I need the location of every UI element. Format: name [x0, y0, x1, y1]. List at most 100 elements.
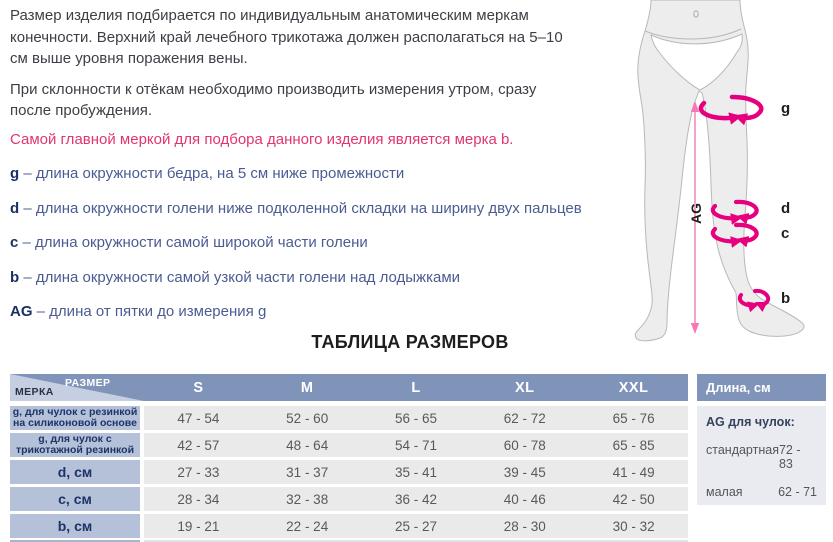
- measurement-item-d: d – длина окружности голени ниже подколе…: [10, 198, 635, 219]
- ag-figure-label: AG: [688, 203, 704, 224]
- length-row-label: стандартная: [706, 443, 779, 457]
- measurement-item-b: b – длина окружности самой узкой части г…: [10, 267, 635, 288]
- value-cell: 56 - 65: [394, 410, 437, 426]
- corner-size-label: РАЗМЕР: [65, 377, 111, 389]
- table-row-b: b, см 19 - 21 22 - 24 25 - 27 28 - 30 30…: [10, 514, 688, 538]
- length-row-label: малая: [706, 485, 743, 499]
- value-cell: 65 - 85: [612, 437, 655, 453]
- d-measure-band-icon: [710, 199, 759, 225]
- column-header-l: L: [411, 379, 421, 396]
- measurement-item-g: g – длина окружности бедра, на 5 см ниже…: [10, 163, 635, 184]
- d-figure-label: d: [781, 200, 790, 217]
- body-silhouette: [634, 0, 805, 342]
- value-cell: 62 - 72: [503, 410, 546, 426]
- column-header-xxl: XXL: [618, 379, 649, 396]
- length-row-value: 62 - 71: [778, 485, 817, 499]
- value-cell: 52 - 60: [286, 410, 329, 426]
- length-row-value: 72 - 83: [778, 443, 801, 471]
- value-cell: 39 - 45: [503, 464, 546, 480]
- value-cell: 35 - 41: [394, 464, 437, 480]
- measurement-text: – длина окружности бедра, на 5 см ниже п…: [23, 165, 405, 182]
- size-table-title: ТАБЛИЦА РАЗМЕРОВ: [311, 332, 509, 352]
- value-cell: 31 - 37: [286, 464, 329, 480]
- measurement-key: b: [10, 268, 20, 286]
- leg-figure-svg: AG g d c: [634, 0, 805, 342]
- value-cell: 28 - 34: [177, 491, 220, 507]
- measurement-text: – длина окружности самой узкой части гол…: [23, 268, 461, 286]
- measurement-item-c: c – длина окружности самой широкой части…: [10, 232, 635, 253]
- size-table-header: РАЗМЕР МЕРКА S M L XL XXL: [10, 374, 688, 401]
- table-row-c: c, см 28 - 34 32 - 38 36 - 42 40 - 46 42…: [10, 487, 688, 511]
- row-values: 28 - 34 32 - 38 36 - 42 40 - 46 42 - 50: [144, 487, 688, 511]
- value-cell: 40 - 46: [503, 491, 546, 507]
- row-values: 19 - 21 22 - 24 25 - 27 28 - 30 30 - 32: [144, 514, 688, 538]
- row-values: 27 - 33 31 - 37 35 - 41 39 - 45 41 - 49: [144, 460, 688, 484]
- length-row-small: малая 62 - 71: [706, 485, 817, 499]
- row-label: c, см: [10, 487, 140, 511]
- measurement-list: g – длина окружности бедра, на 5 см ниже…: [10, 163, 635, 322]
- measurement-item-ag: AG – длина от пятки до измерения g: [10, 301, 635, 322]
- value-cell: 42 - 57: [177, 437, 220, 453]
- measurement-text: – длина от пятки до измерения g: [36, 303, 267, 320]
- column-header-m: M: [300, 379, 314, 396]
- value-cell: 47 - 54: [177, 410, 220, 426]
- intro-highlight: Самой главной меркой для подбора данного…: [10, 130, 514, 148]
- waist-line: [644, 28, 742, 40]
- value-cell: 54 - 71: [394, 437, 437, 453]
- ag-arrow-down-icon: [690, 323, 700, 334]
- length-row-standard: стандартная 72 - 83: [706, 443, 817, 471]
- row-values: 42 - 57 48 - 64 54 - 71 60 - 78 65 - 85: [144, 433, 688, 457]
- length-panel: AG для чулок: стандартная 72 - 83 малая …: [697, 406, 826, 505]
- row-label: b, см: [10, 514, 140, 538]
- next-row-peek-label: [10, 540, 140, 542]
- corner-merka-label: МЕРКА: [15, 386, 54, 398]
- value-cell: 36 - 42: [394, 491, 437, 507]
- measurement-text: – длина окружности голени ниже подколенн…: [23, 199, 582, 217]
- value-cell: 41 - 49: [612, 464, 655, 480]
- row-label: g, для чулок с резинкой на силиконовой о…: [10, 406, 140, 430]
- b-measure-band-icon: [737, 288, 771, 313]
- value-cell: 65 - 76: [612, 410, 655, 426]
- measurement-key: c: [10, 234, 19, 251]
- column-header-xl: XL: [515, 379, 535, 396]
- intro-paragraph-2: При склонности к отёкам необходимо произ…: [10, 80, 537, 120]
- next-row-peek-data: [144, 540, 688, 542]
- intro-paragraph-1: Размер изделия подбирается по индивидуал…: [10, 7, 563, 67]
- table-row-g-knit: g, для чулок с трикотажной резинкой 42 -…: [10, 433, 688, 457]
- value-cell: 42 - 50: [612, 491, 655, 507]
- row-label: d, см: [10, 460, 140, 484]
- corner-cell: РАЗМЕР МЕРКА: [10, 374, 144, 401]
- ag-arrow-up-icon: [690, 101, 700, 112]
- row-values: 47 - 54 52 - 60 56 - 65 62 - 72 65 - 76: [144, 406, 688, 430]
- c-measure-band-icon: [710, 222, 759, 248]
- value-cell: 60 - 78: [503, 437, 546, 453]
- measurement-key: AG: [10, 303, 33, 320]
- navel-mark: [693, 10, 699, 18]
- ag-measure-line: AG: [688, 101, 704, 334]
- value-cell: 28 - 30: [503, 518, 546, 534]
- value-cell: 19 - 21: [177, 518, 220, 534]
- measurement-text: – длина окружности самой широкой части г…: [22, 234, 368, 251]
- value-cell: 30 - 32: [612, 518, 655, 534]
- table-row-d: d, см 27 - 33 31 - 37 35 - 41 39 - 45 41…: [10, 460, 688, 484]
- g-figure-label: g: [781, 100, 790, 117]
- value-cell: 32 - 38: [286, 491, 329, 507]
- b-figure-label: b: [781, 290, 790, 307]
- row-label: g, для чулок с трикотажной резинкой: [10, 433, 140, 457]
- size-table-body: g, для чулок с резинкой на силиконовой о…: [10, 406, 688, 541]
- value-cell: 27 - 33: [177, 464, 220, 480]
- table-row-g-silicone: g, для чулок с резинкой на силиконовой о…: [10, 406, 688, 430]
- value-cell: 48 - 64: [286, 437, 329, 453]
- size-columns: S M L XL XXL: [144, 374, 688, 401]
- leg-measurement-figure: AG g d c: [633, 0, 833, 345]
- c-figure-label: c: [781, 225, 789, 242]
- value-cell: 25 - 27: [394, 518, 437, 534]
- intro-section: Размер изделия подбирается по индивидуал…: [10, 2, 635, 336]
- measurement-key: d: [10, 199, 20, 217]
- measurement-key: g: [10, 165, 20, 182]
- length-panel-header: Длина, см: [697, 374, 826, 401]
- value-cell: 22 - 24: [286, 518, 329, 534]
- underwear: [650, 33, 743, 91]
- length-panel-subtitle: AG для чулок:: [706, 415, 795, 429]
